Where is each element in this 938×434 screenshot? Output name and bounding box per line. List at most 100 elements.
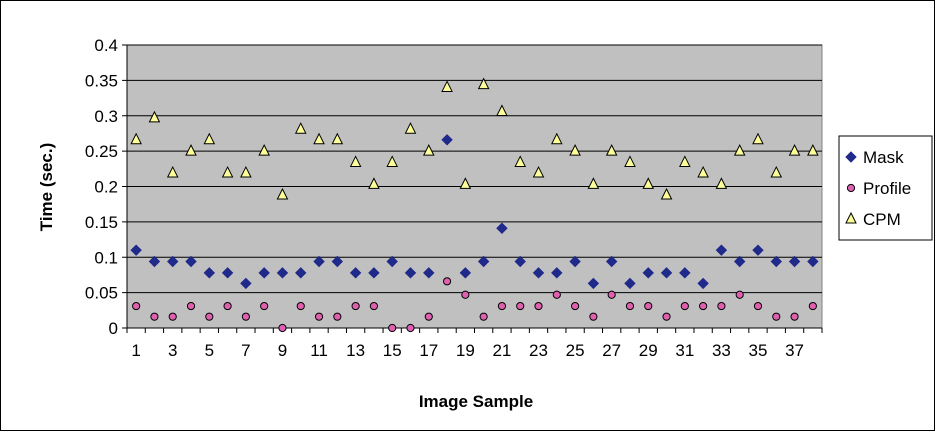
mask-point: [733, 255, 746, 268]
profile-point: [625, 301, 635, 311]
series-mask: [130, 134, 819, 290]
y-tick-label: 0.05: [85, 284, 118, 303]
cpm-point: [294, 122, 307, 134]
profile-point: [442, 277, 452, 286]
profile-point: [516, 301, 525, 311]
y-tick-label: 0: [109, 319, 118, 338]
cpm-legend-icon: [845, 211, 857, 224]
cpm-point: [514, 155, 527, 167]
mask-point: [788, 255, 801, 268]
mask-point: [624, 277, 636, 290]
x-tick-label: 1: [131, 341, 140, 360]
legend-label: Mask: [863, 148, 904, 167]
y-tick-label: 0.35: [85, 71, 118, 90]
y-tick-label: 0.4: [94, 36, 118, 55]
profile-point: [662, 312, 671, 321]
profile-point: [790, 312, 799, 321]
cpm-point: [569, 144, 581, 156]
profile-point: [314, 312, 324, 321]
profile-point: [168, 312, 177, 321]
y-tick-label: 0.1: [94, 248, 118, 267]
profile-point: [644, 301, 653, 311]
x-tick-label: 27: [602, 341, 621, 360]
cpm-point: [240, 165, 252, 178]
mask-point: [679, 267, 691, 279]
profile-point: [241, 312, 250, 321]
mask-point: [477, 255, 490, 268]
profile-point: [735, 290, 744, 299]
cpm-point: [441, 80, 453, 92]
cpm-point: [624, 155, 636, 167]
x-tick-label: 29: [639, 341, 658, 360]
profile-point: [150, 312, 159, 321]
profile-point: [223, 301, 232, 311]
mask-point: [258, 267, 270, 279]
profile-point: [717, 301, 726, 311]
mask-point: [807, 255, 819, 268]
cpm-point: [386, 155, 399, 167]
cpm-point: [313, 132, 325, 145]
y-tick-label: 0.15: [85, 213, 118, 232]
legend-item-profile: Profile: [846, 179, 911, 198]
cpm-point: [605, 144, 618, 156]
cpm-point: [130, 132, 142, 145]
mask-point: [715, 244, 728, 256]
mask-point: [404, 267, 417, 279]
x-tick-label: 13: [346, 341, 365, 360]
mask-point: [185, 255, 197, 268]
y-tick-label: 0.3: [94, 107, 118, 126]
cpm-point: [368, 177, 380, 189]
x-axis-title: Image Sample: [419, 392, 533, 411]
mask-point: [423, 267, 435, 279]
profile-point: [479, 312, 488, 321]
cpm-point: [587, 177, 600, 189]
mask-point: [130, 244, 142, 256]
legend-item-cpm: CPM: [845, 210, 901, 229]
y-axis-title: Time (sec.): [37, 143, 56, 232]
profile-point: [205, 312, 214, 321]
profile-point: [278, 323, 287, 333]
mask-point: [569, 255, 581, 268]
mask-point: [240, 277, 252, 290]
mask-point: [770, 255, 782, 268]
cpm-point: [459, 177, 472, 189]
x-tick-label: 37: [785, 341, 804, 360]
mask-point: [203, 267, 216, 279]
cpm-point: [733, 144, 746, 156]
profile-point: [388, 323, 397, 333]
cpm-point: [258, 144, 270, 156]
y-axis-ticks: 0 0.05 0.1 0.15 0.2 0.25 0.3 0.35 0.4: [85, 36, 127, 338]
profile-point: [132, 301, 141, 311]
x-tick-label: 17: [419, 341, 438, 360]
profile-point: [772, 312, 781, 321]
x-tick-label: 23: [529, 341, 548, 360]
x-tick-label: 35: [749, 341, 768, 360]
data-points: [130, 77, 819, 333]
mask-point: [221, 267, 234, 279]
mask-point: [587, 277, 600, 290]
x-axis-ticks: 1 3 5 7 9 11 13 15 17 19 21 23 25 27 29 31 33 35 37: [126, 328, 823, 360]
x-tick-label: 15: [383, 341, 402, 360]
x-tick-label: 31: [675, 341, 694, 360]
mask-point: [276, 267, 289, 279]
profile-point: [552, 290, 561, 299]
cpm-point: [148, 110, 161, 123]
cpm-point: [788, 144, 801, 156]
x-tick-label: 21: [492, 341, 511, 360]
mask-point: [532, 267, 545, 279]
series-cpm: [130, 77, 819, 200]
cpm-point: [660, 187, 673, 200]
legend-item-mask: Mask: [845, 148, 904, 167]
legend-label: Profile: [863, 179, 911, 198]
profile-point: [680, 301, 689, 311]
x-tick-label: 11: [310, 341, 328, 360]
profile-point: [607, 290, 616, 299]
cpm-point: [715, 177, 728, 189]
mask-point: [642, 267, 654, 279]
x-tick-label: 3: [168, 341, 177, 360]
mask-point: [496, 222, 508, 234]
profile-point: [333, 312, 342, 321]
x-tick-label: 25: [566, 341, 585, 360]
cpm-point: [550, 132, 563, 145]
x-tick-label: 9: [278, 341, 287, 360]
